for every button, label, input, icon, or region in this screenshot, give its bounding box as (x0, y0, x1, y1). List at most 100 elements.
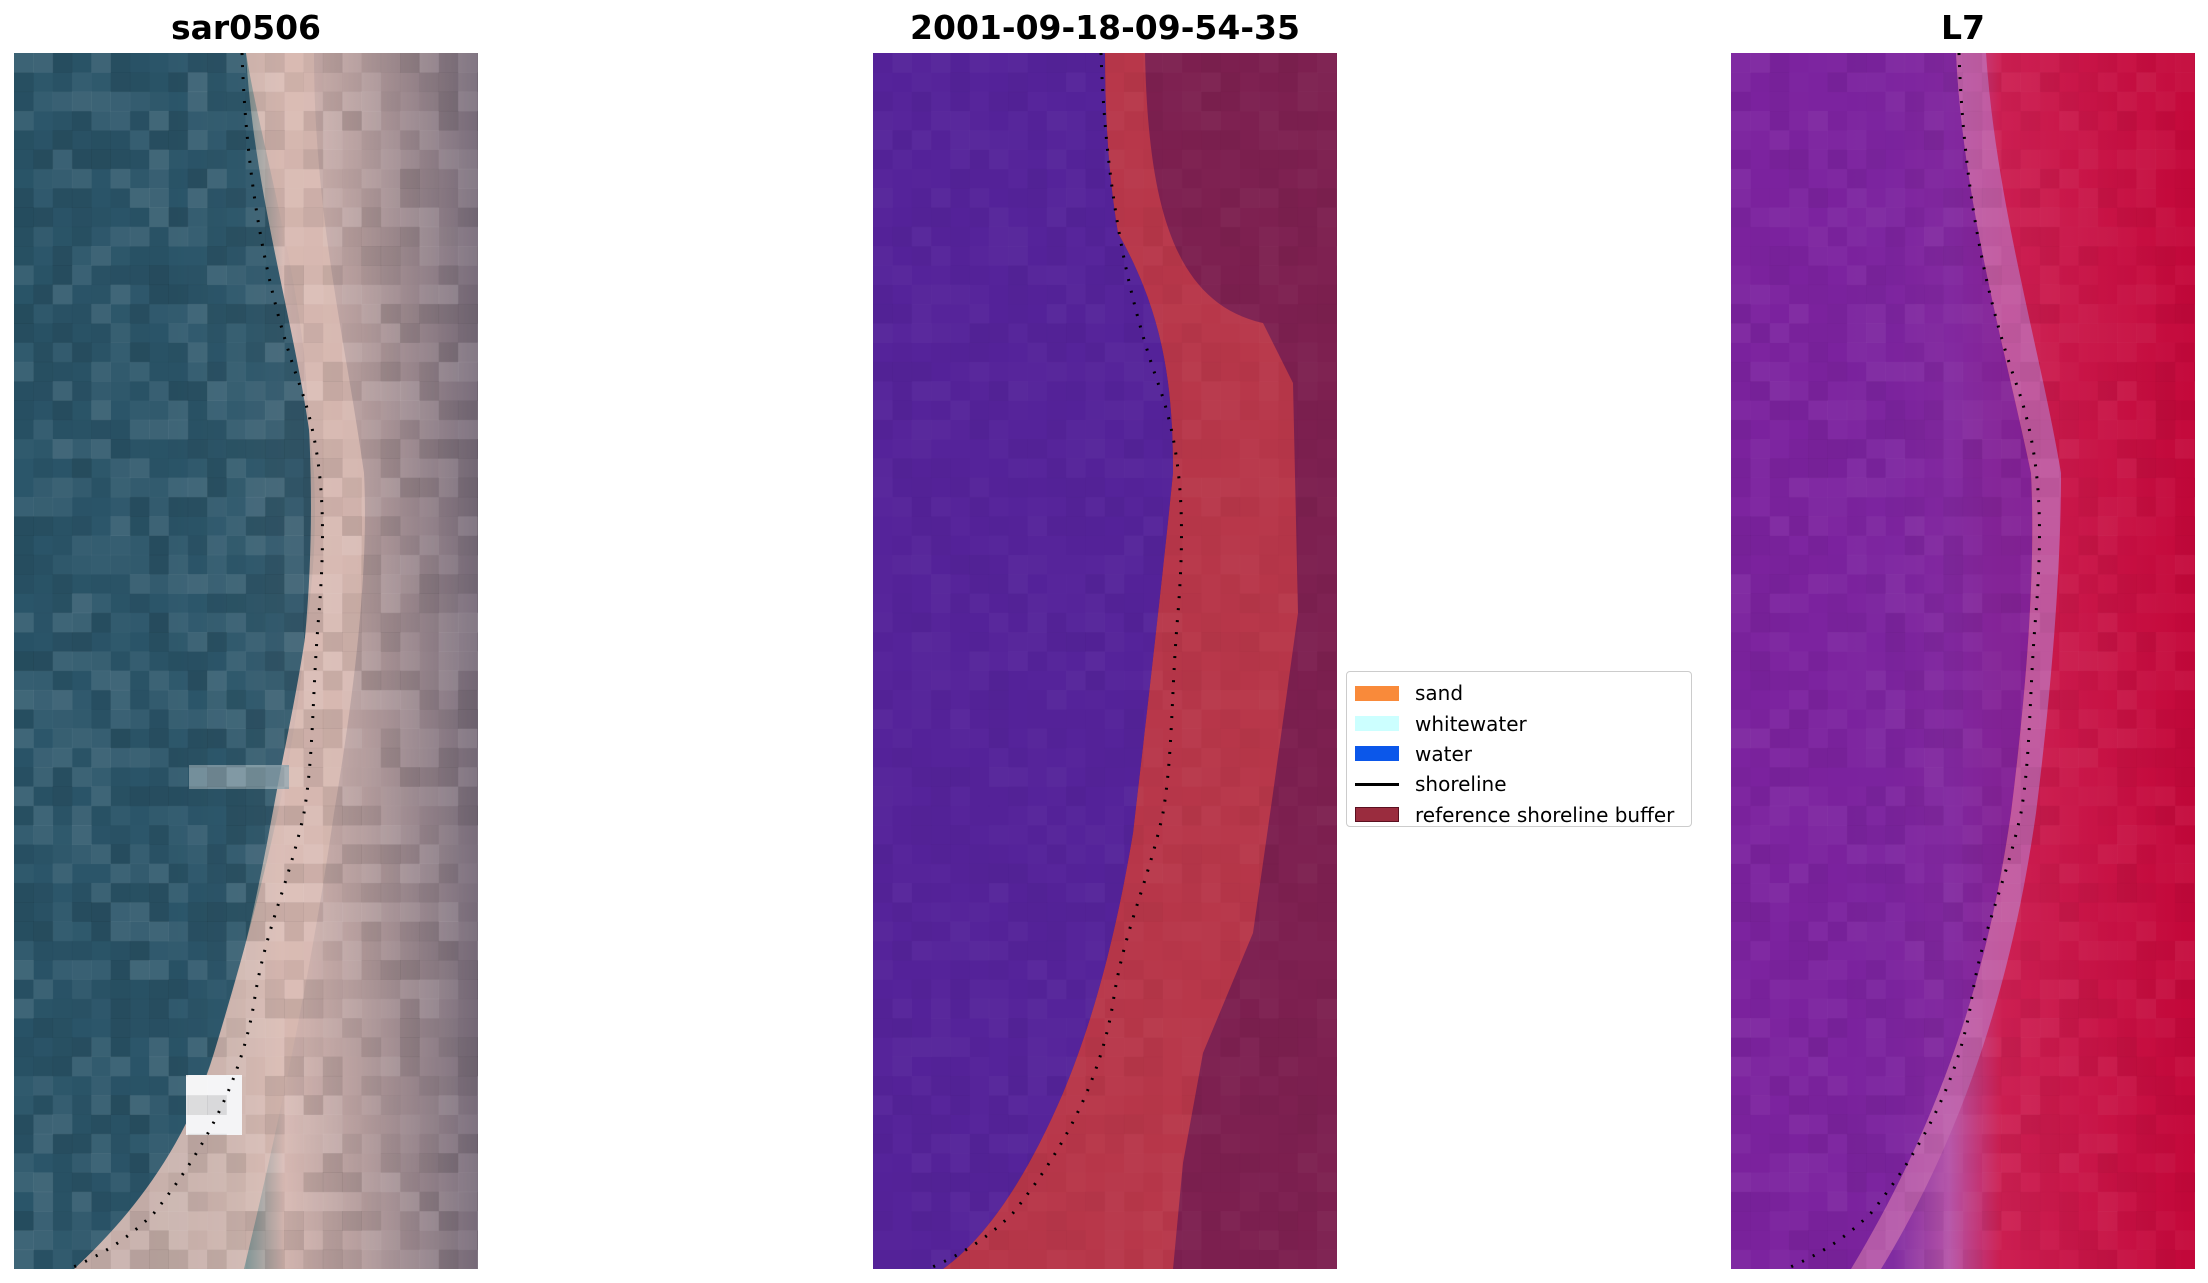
pixel-tile (2021, 92, 2041, 112)
panel-title-rgb: sar0506 (170, 8, 322, 47)
pixel-tile (187, 960, 208, 980)
pixel-tile (323, 883, 343, 903)
pixel-tile (149, 941, 169, 961)
pixel-tile (322, 1249, 343, 1269)
pixel-tile (110, 110, 131, 131)
pixel-tile (1982, 536, 2002, 556)
pixel-tile (970, 1134, 990, 1154)
pixel-tile (1143, 593, 1163, 613)
pixel-tile (2001, 246, 2021, 266)
pixel-tile (419, 728, 440, 749)
pixel-tile (1904, 940, 1925, 961)
pixel-tile (1008, 227, 1028, 247)
pixel-tile (1278, 516, 1298, 536)
pixel-tile (438, 979, 459, 1000)
pixel-tile (2175, 651, 2195, 671)
pixel-tile (361, 747, 382, 768)
pixel-tile (71, 612, 92, 633)
pixel-tile (1943, 709, 1963, 729)
pixel-tile (245, 149, 266, 170)
pixel-tile (1027, 1172, 1047, 1192)
pixel-tile (2059, 806, 2079, 826)
pixel-tile (207, 458, 227, 479)
pixel-tile (1124, 362, 1144, 382)
pixel-tile (2098, 439, 2118, 459)
pixel-tile (989, 864, 1009, 884)
pixel-tile (2020, 709, 2041, 729)
pixel-tile (1943, 111, 1963, 131)
pixel-tile (1336, 1115, 1337, 1135)
pixel-tile (2175, 1192, 2195, 1212)
pixel-tile (52, 921, 73, 942)
pixel-tile (457, 458, 478, 479)
pixel-tile (2097, 1211, 2118, 1231)
pixel-tile (477, 169, 478, 189)
pixel-tile (168, 362, 188, 382)
pixel-tile (1885, 1115, 1905, 1135)
pixel-tile (381, 1018, 401, 1038)
pixel-tile (168, 1018, 189, 1038)
pixel-tile (1847, 1018, 1867, 1038)
pixel-tile (1750, 632, 1770, 652)
pixel-tile (2040, 1037, 2060, 1057)
pixel-tile (1770, 343, 1790, 363)
pixel-tile (873, 516, 893, 536)
pixel-tile (1731, 709, 1751, 729)
pixel-tile (439, 169, 459, 189)
pixel-tile (168, 1191, 189, 1212)
pixel-tile (1885, 593, 1906, 614)
pixel-tile (400, 998, 420, 1019)
pixel-tile (1085, 304, 1105, 324)
pixel-tile (1124, 130, 1144, 150)
pixel-tile (2040, 111, 2060, 131)
pixel-tile (2117, 381, 2137, 401)
pixel-tile (187, 1037, 208, 1058)
pixel-tile (2001, 72, 2021, 92)
pixel-tile (1047, 844, 1067, 864)
pixel-tile (1278, 748, 1298, 768)
pixel-tile (52, 1114, 73, 1135)
pixel-tile (2078, 265, 2098, 285)
pixel-tile (110, 670, 131, 691)
pixel-tile (1259, 960, 1279, 980)
pixel-tile (1924, 381, 1944, 401)
pixel-tile (381, 1250, 401, 1269)
pixel-tile (2040, 1211, 2060, 1231)
pixel-tile (2001, 709, 2021, 729)
pixel-tile (970, 72, 990, 92)
pixel-tile (284, 1211, 304, 1231)
pixel-tile (168, 999, 188, 1019)
pixel-tile (1201, 420, 1221, 440)
pixel-tile (1085, 1076, 1105, 1096)
pixel-tile (1982, 150, 2002, 170)
pixel-tile (2156, 304, 2176, 324)
pixel-tile (892, 478, 912, 498)
pixel-tile (226, 1095, 247, 1115)
pixel-tile (342, 207, 362, 228)
pixel-tile (110, 863, 131, 884)
pixel-tile (264, 284, 285, 305)
pixel-tile (110, 323, 131, 343)
pixel-tile (264, 882, 285, 903)
pixel-tile (1278, 111, 1298, 131)
pixel-tile (1317, 285, 1337, 305)
pixel-tile (1163, 1153, 1183, 1173)
pixel-tile (400, 362, 420, 382)
pixel-tile (1259, 632, 1279, 652)
pixel-tile (1963, 285, 1983, 305)
pixel-tile (1124, 246, 1144, 266)
pixel-tile (2078, 169, 2098, 189)
pixel-tile (1047, 806, 1067, 826)
pixel-tile (322, 1172, 343, 1193)
pixel-tile (457, 979, 478, 1000)
pixel-tile (1770, 1211, 1790, 1231)
pixel-tile (323, 304, 343, 324)
pixel-tile (187, 1075, 208, 1096)
pixel-tile (950, 748, 970, 768)
pixel-tile (2136, 1192, 2156, 1212)
pixel-tile (477, 998, 478, 1019)
pixel-tile (2097, 1133, 2118, 1154)
pixel-tile (52, 786, 73, 807)
pixel-tile (1769, 265, 1790, 286)
pixel-tile (1982, 690, 2002, 710)
